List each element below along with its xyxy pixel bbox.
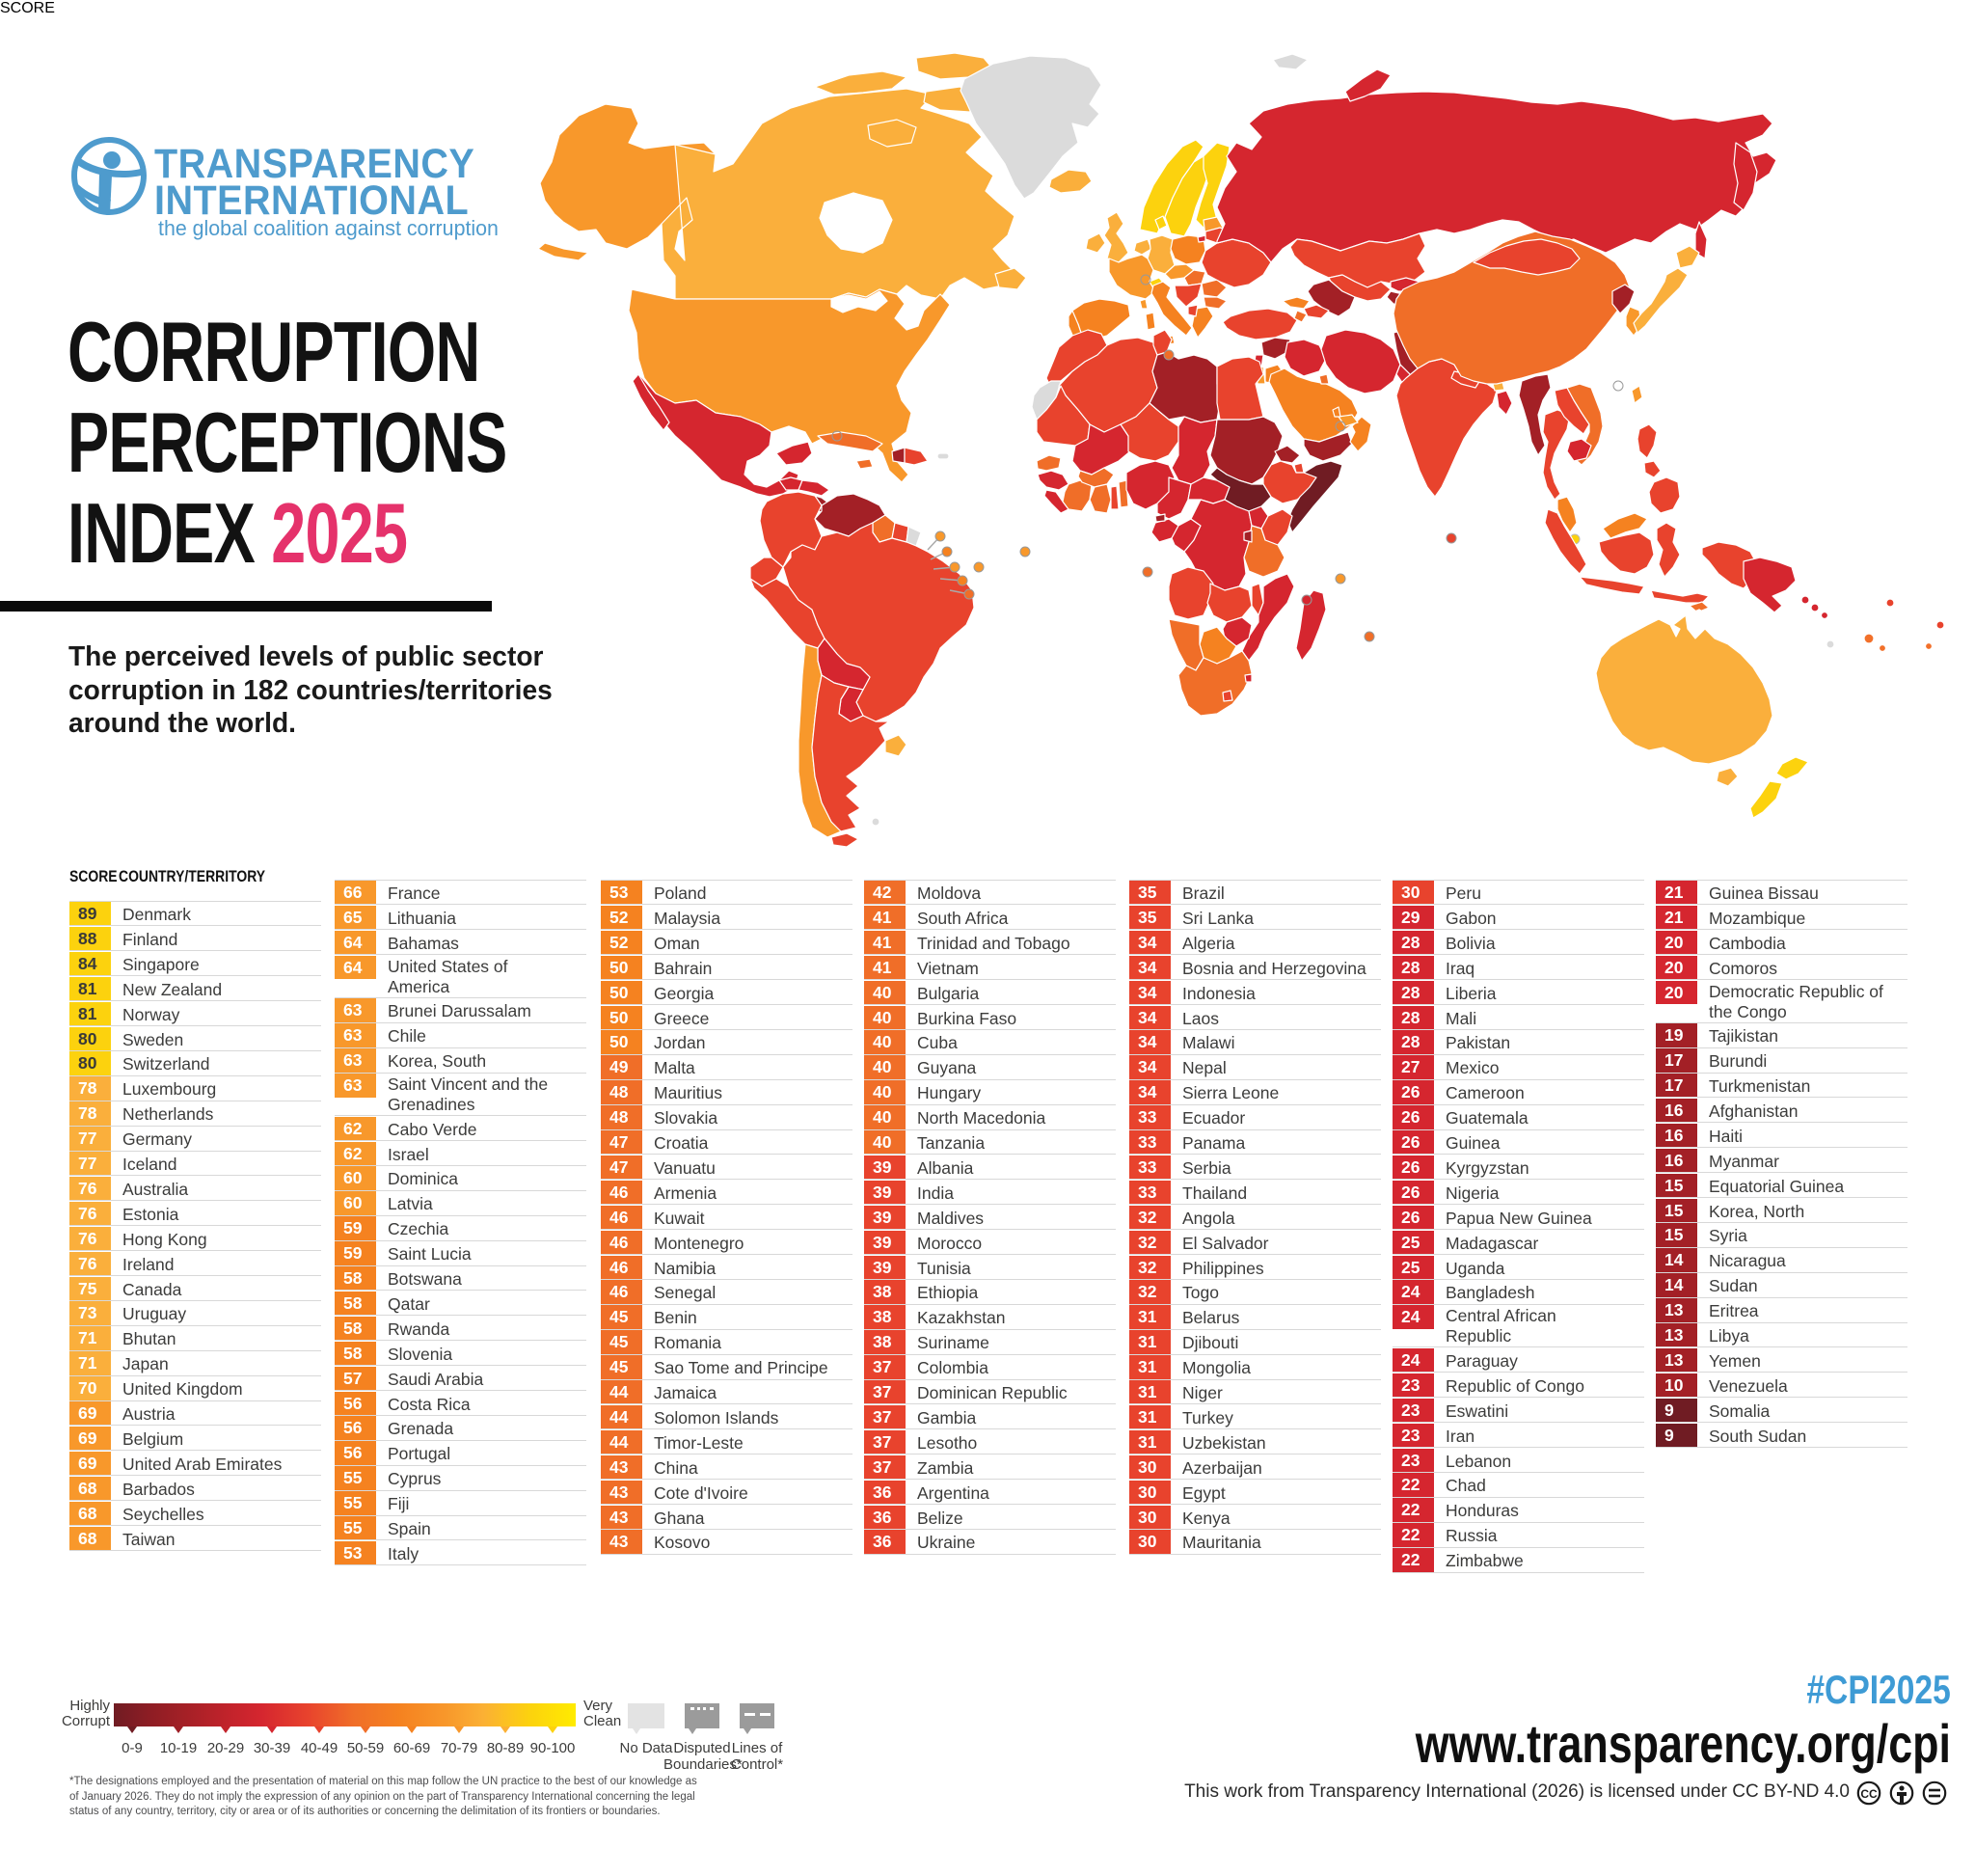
svg-text:CC: CC (1860, 1787, 1878, 1801)
